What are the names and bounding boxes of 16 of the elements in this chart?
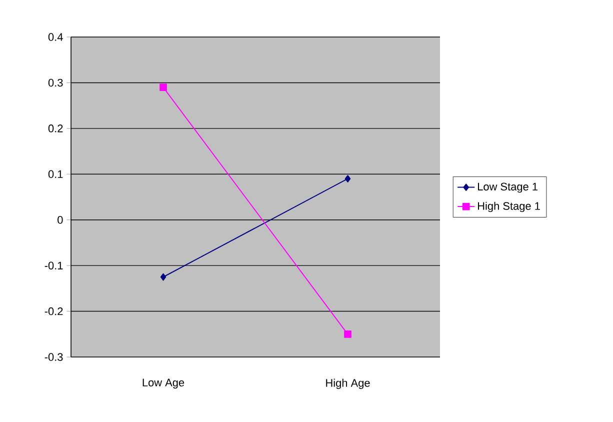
- y-tick-label: 0.4: [48, 33, 63, 41]
- x-tick-label: High Age: [326, 378, 370, 389]
- point: [344, 175, 351, 182]
- x-tick-label: Low Age: [142, 378, 184, 389]
- y-tick-label: 0.3: [48, 78, 63, 87]
- y-tick-label: 0.2: [48, 124, 63, 132]
- y-tick-label: -0.3: [44, 353, 63, 361]
- y-tick-label: -0.1: [44, 262, 63, 270]
- point: [160, 273, 166, 281]
- point: [344, 330, 352, 338]
- y-tick-label: 0.1: [48, 170, 63, 178]
- legend-label: High Stage 1: [478, 202, 540, 212]
- y-tick-label: 0: [58, 216, 63, 224]
- point: [160, 84, 167, 91]
- y-tick-label: -0.2: [44, 307, 63, 316]
- legend-label: Low Stage 1: [478, 182, 538, 193]
